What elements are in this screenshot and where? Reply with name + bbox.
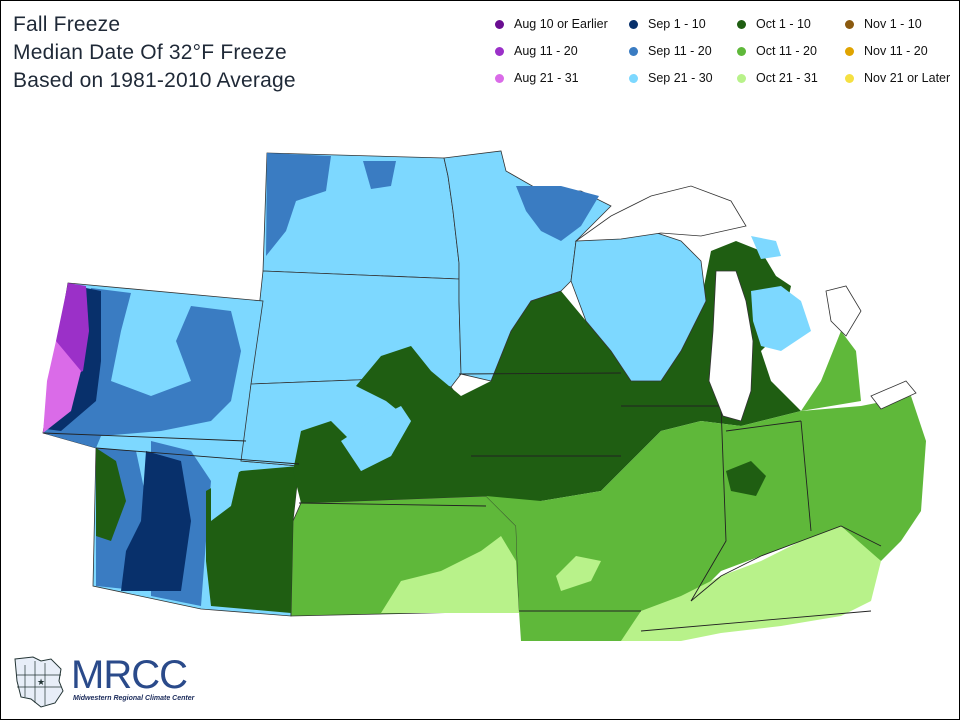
legend-item: Sep 1 - 10	[629, 17, 706, 31]
legend-swatch	[495, 47, 504, 56]
legend-swatch	[495, 74, 504, 83]
oct1-west-spot	[96, 448, 126, 541]
legend-item: Oct 21 - 31	[737, 71, 818, 85]
border-mt-wy	[42, 432, 247, 442]
legend-item: Oct 1 - 10	[737, 17, 811, 31]
legend-item: Aug 11 - 20	[495, 44, 578, 58]
legend-swatch	[737, 47, 746, 56]
border-in	[725, 420, 802, 432]
legend-item: Sep 21 - 30	[629, 71, 713, 85]
state-borders	[42, 372, 882, 632]
mi-up-blue	[751, 236, 781, 259]
mid-south-green	[486, 396, 926, 641]
oct21-ky	[621, 526, 881, 641]
border-ne-ks	[298, 502, 487, 507]
oct1-central	[293, 241, 801, 511]
lake-superior	[574, 185, 747, 242]
legend-swatch	[845, 47, 854, 56]
title-block: Fall Freeze Median Date Of 32°F Freeze B…	[13, 11, 296, 95]
legend-swatch	[845, 20, 854, 29]
legend-swatch	[629, 74, 638, 83]
lake-michigan	[708, 270, 754, 422]
sep21-co-mid	[211, 463, 241, 521]
legend-item: Sep 11 - 20	[629, 44, 712, 58]
legend-item: Aug 10 or Earlier	[495, 17, 608, 31]
legend-item: Nov 1 - 10	[845, 17, 922, 31]
sep1-band-co	[121, 451, 191, 591]
legend-swatch	[737, 74, 746, 83]
logo-subtitle: Midwestern Regional Climate Center	[73, 695, 195, 702]
svg-text:★: ★	[37, 678, 45, 688]
sep11-mn-ne	[516, 186, 599, 241]
border-wy-co	[95, 447, 300, 465]
mrcc-logo: ★ MRCC Midwestern Regional Climate Cente…	[11, 649, 231, 713]
border-mn-ia	[458, 372, 622, 375]
legend-item: Nov 11 - 20	[845, 44, 928, 58]
border-ky-tn	[640, 610, 872, 632]
border-ohio-river	[690, 525, 882, 602]
sep21-ne-notch	[341, 406, 411, 471]
logo-wordmark: MRCC	[71, 653, 188, 697]
sep11-band-nd	[266, 153, 331, 256]
border-in-oh	[800, 420, 812, 532]
aug21-band	[43, 341, 81, 433]
legend-swatch	[495, 20, 504, 29]
michigan-green	[801, 331, 861, 411]
legend-item: Oct 11 - 20	[737, 44, 817, 58]
legend-item: Nov 21 or Later	[845, 71, 950, 85]
legend-swatch	[737, 20, 746, 29]
legend-item: Aug 21 - 31	[495, 71, 579, 85]
map-title: Fall Freeze	[13, 13, 121, 36]
oct21-kansas	[381, 536, 519, 613]
sep11-spot-nd	[363, 161, 396, 189]
oct21-missouri	[556, 556, 601, 591]
legend-swatch	[845, 74, 854, 83]
legend-swatch	[629, 47, 638, 56]
in-dark-spot	[726, 461, 766, 496]
midwest-outline-icon: ★	[14, 656, 64, 708]
legend-swatch	[629, 20, 638, 29]
mi-lower-blue	[751, 286, 811, 351]
lake-erie-edge	[870, 380, 917, 410]
lake-huron-edge	[825, 285, 862, 337]
map-note: Based on 1981-2010 Average	[13, 69, 296, 92]
map-subtitle: Median Date Of 32°F Freeze	[13, 41, 287, 64]
